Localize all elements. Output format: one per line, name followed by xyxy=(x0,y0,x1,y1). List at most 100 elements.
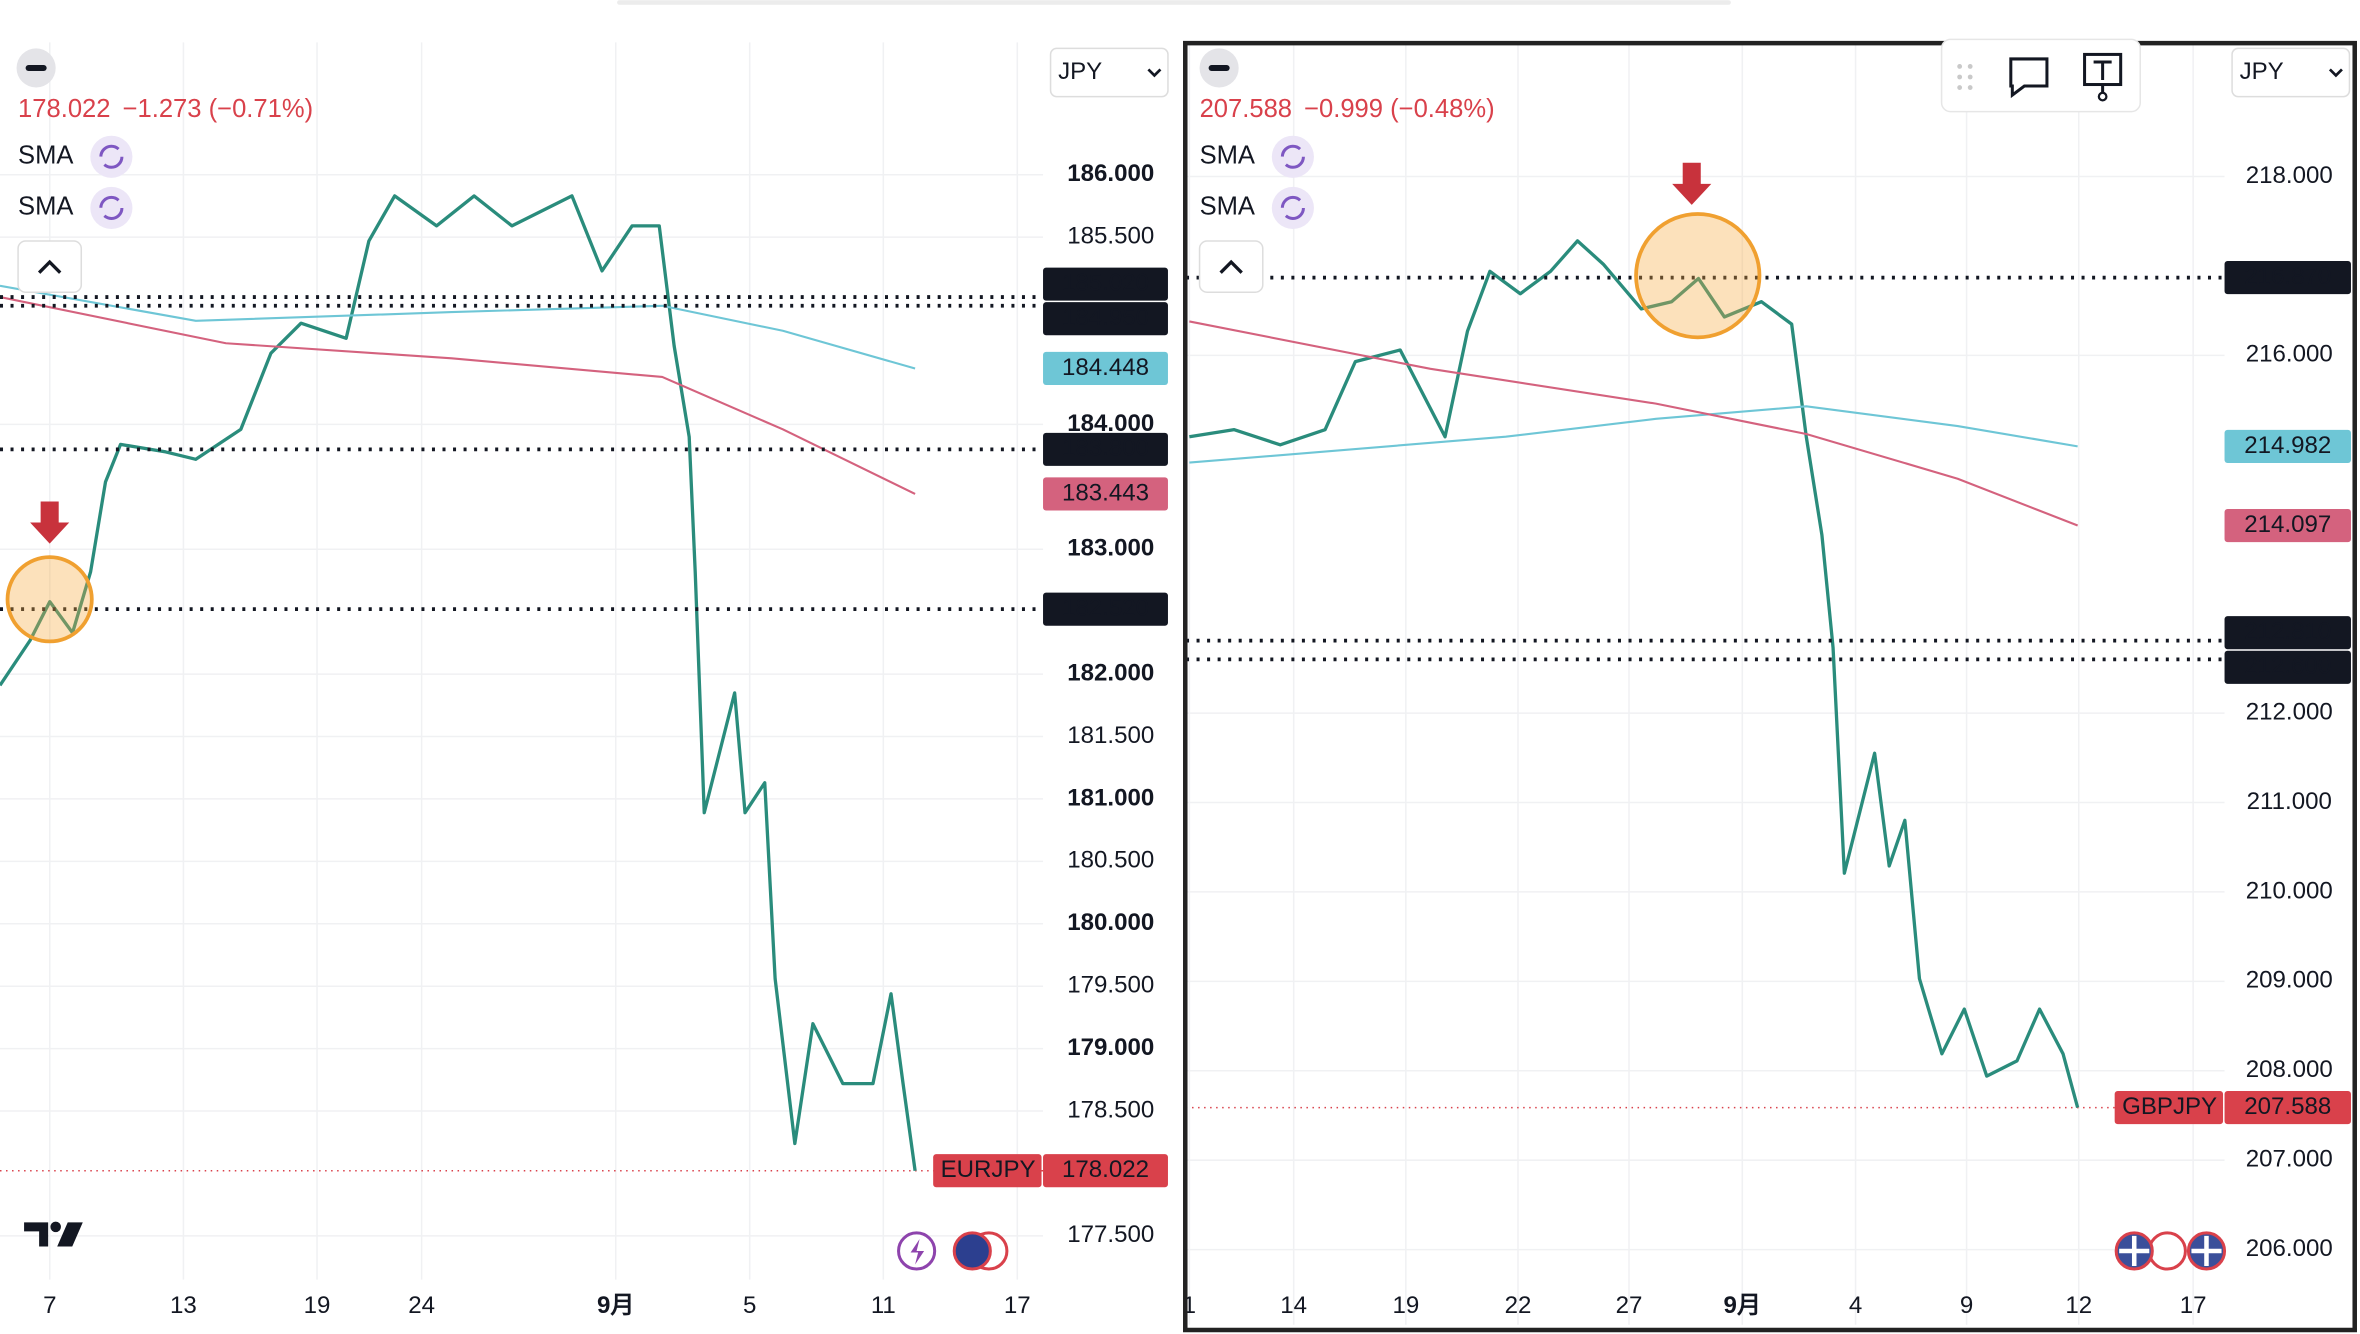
indicator-settings-icon xyxy=(1280,195,1305,220)
x-tick-label: 12 xyxy=(2065,1292,2092,1319)
price-header: 207.588 −0.999 (−0.48%) xyxy=(1200,95,1495,123)
indicator-label: SMA xyxy=(1200,142,1256,170)
sma-line xyxy=(0,296,916,495)
highlight-circle xyxy=(5,555,94,644)
y-tick-label: 185.500 xyxy=(1067,222,1154,249)
price-tag-label: 212.810 xyxy=(2244,618,2331,645)
price-tag-label: 212.600 xyxy=(2244,653,2331,680)
price-tag xyxy=(2224,261,2351,295)
y-tick-label: 184.000 xyxy=(1067,410,1154,437)
price-tag xyxy=(1043,302,1168,336)
dropdown-chevron xyxy=(2328,68,2343,78)
tag-layer: 7 13 19 24 9月 5 11 17 177.500 178.500 179.000 179.5… xyxy=(18,95,2351,1319)
x-tick-label: 22 xyxy=(1505,1292,1532,1319)
price-tag-label: 182.520 xyxy=(1062,595,1149,622)
event-icon[interactable] xyxy=(2147,1231,2187,1271)
flag-cross xyxy=(2119,1235,2150,1267)
y-tick-label: 178.500 xyxy=(1067,1096,1154,1123)
chevron-up xyxy=(37,259,62,274)
currency-dropdown[interactable] xyxy=(1049,47,1169,98)
y-tick-label: 179.500 xyxy=(1067,972,1154,999)
sma-line xyxy=(1189,320,2079,527)
price-tag xyxy=(1043,267,1168,301)
price-tag-label: 178.022 xyxy=(1062,1156,1149,1183)
currency-dropdown[interactable] xyxy=(2231,47,2351,98)
eu-flag-icon[interactable] xyxy=(952,1231,992,1271)
price-tag-label: 183.800 xyxy=(1062,435,1149,462)
marker-arrow xyxy=(30,501,70,544)
x-tick-label: 14 xyxy=(1280,1292,1307,1319)
price-tag xyxy=(2224,650,2351,684)
y-tick-label: 216.000 xyxy=(2246,341,2333,368)
indicator-label: SMA xyxy=(18,193,74,221)
price-line xyxy=(1189,239,2080,1108)
lightning-icon xyxy=(910,1238,925,1265)
price-tag xyxy=(1043,351,1168,386)
x-tick-label: 19 xyxy=(304,1292,331,1319)
x-tick-label: 7 xyxy=(43,1292,56,1319)
legend-toggle[interactable] xyxy=(1198,240,1264,293)
indicator-settings xyxy=(90,186,133,230)
price-tag-label: 183.443 xyxy=(1062,479,1149,506)
header-price: 178.022 xyxy=(18,95,110,123)
x-tick-label: 13 xyxy=(170,1292,197,1319)
header-price: 207.588 xyxy=(1200,95,1292,123)
x-tick-label: 9 xyxy=(1960,1292,1973,1319)
x-tick-label: 24 xyxy=(408,1292,435,1319)
x-tick-label: 9月 xyxy=(597,1292,634,1319)
x-tick-label: 27 xyxy=(1616,1292,1643,1319)
price-tag-label: 184.950 xyxy=(1062,304,1149,331)
price-tag xyxy=(2224,616,2351,650)
y-tick-label: 211.000 xyxy=(2247,788,2332,815)
symbol-tag xyxy=(2114,1091,2224,1125)
x-tick-label: 19 xyxy=(1392,1292,1419,1319)
price-tag xyxy=(1043,1154,1168,1188)
logo[interactable] xyxy=(24,1222,83,1247)
top-bar xyxy=(617,0,1731,5)
x-tick-label: 17 xyxy=(1004,1292,1031,1319)
y-tick-label: 180.000 xyxy=(1067,909,1154,936)
price-tag-label: 207.588 xyxy=(2244,1093,2331,1120)
price-tag xyxy=(1043,592,1168,626)
y-tick-label: 209.000 xyxy=(2246,967,2333,994)
marker-arrow xyxy=(1672,162,1712,205)
price-tag xyxy=(1043,432,1168,466)
y-tick-label: 212.000 xyxy=(2246,698,2333,725)
x-tick-label: 4 xyxy=(1849,1292,1862,1319)
y-tick-label: 181.000 xyxy=(1067,784,1154,811)
y-tick-label: 186.000 xyxy=(1067,160,1154,187)
y-tick-label: 206.000 xyxy=(2246,1235,2333,1262)
highlight-circle xyxy=(1634,212,1762,340)
y-tick-label: 208.000 xyxy=(2246,1056,2333,1083)
price-tag-label: 214.982 xyxy=(2244,432,2331,459)
price-header: 178.022 −1.273 (−0.71%) xyxy=(18,95,313,123)
y-tick-label: 181.500 xyxy=(1067,722,1154,749)
price-tag xyxy=(1043,477,1168,511)
comment-tool[interactable] xyxy=(2009,57,2049,99)
x-tick-label: 11 xyxy=(871,1292,896,1319)
y-tick-label: 182.000 xyxy=(1067,659,1154,686)
y-tick-label: 179.000 xyxy=(1067,1034,1154,1061)
active-panel-frame xyxy=(1183,40,2357,1333)
price-line xyxy=(0,194,917,1171)
currency-label: JPY xyxy=(1058,58,1102,85)
indicator-label: SMA xyxy=(1200,193,1256,221)
flag-cross xyxy=(2191,1235,2222,1267)
price-tag xyxy=(2224,429,2351,463)
legend-toggle[interactable] xyxy=(17,240,83,293)
x-tick-label: 17 xyxy=(2180,1292,2207,1319)
indicator-settings xyxy=(1271,135,1314,178)
y-tick-label: 180.500 xyxy=(1067,847,1154,874)
price-tag xyxy=(2224,1091,2351,1125)
y-tick-label: 183.000 xyxy=(1067,535,1154,562)
symbol-tag-label: GBPJPY xyxy=(2122,1093,2217,1120)
grid-layer xyxy=(0,42,2225,1325)
chevron-up xyxy=(1219,259,1243,274)
drag-handle[interactable] xyxy=(1957,64,1973,90)
logo-dot xyxy=(50,1221,61,1233)
price-tag-label: 214.097 xyxy=(2244,511,2331,538)
y-tick-label: 207.000 xyxy=(2246,1146,2333,1173)
minus-icon xyxy=(25,64,47,71)
price-tag-label: 216.870 xyxy=(2244,263,2331,290)
